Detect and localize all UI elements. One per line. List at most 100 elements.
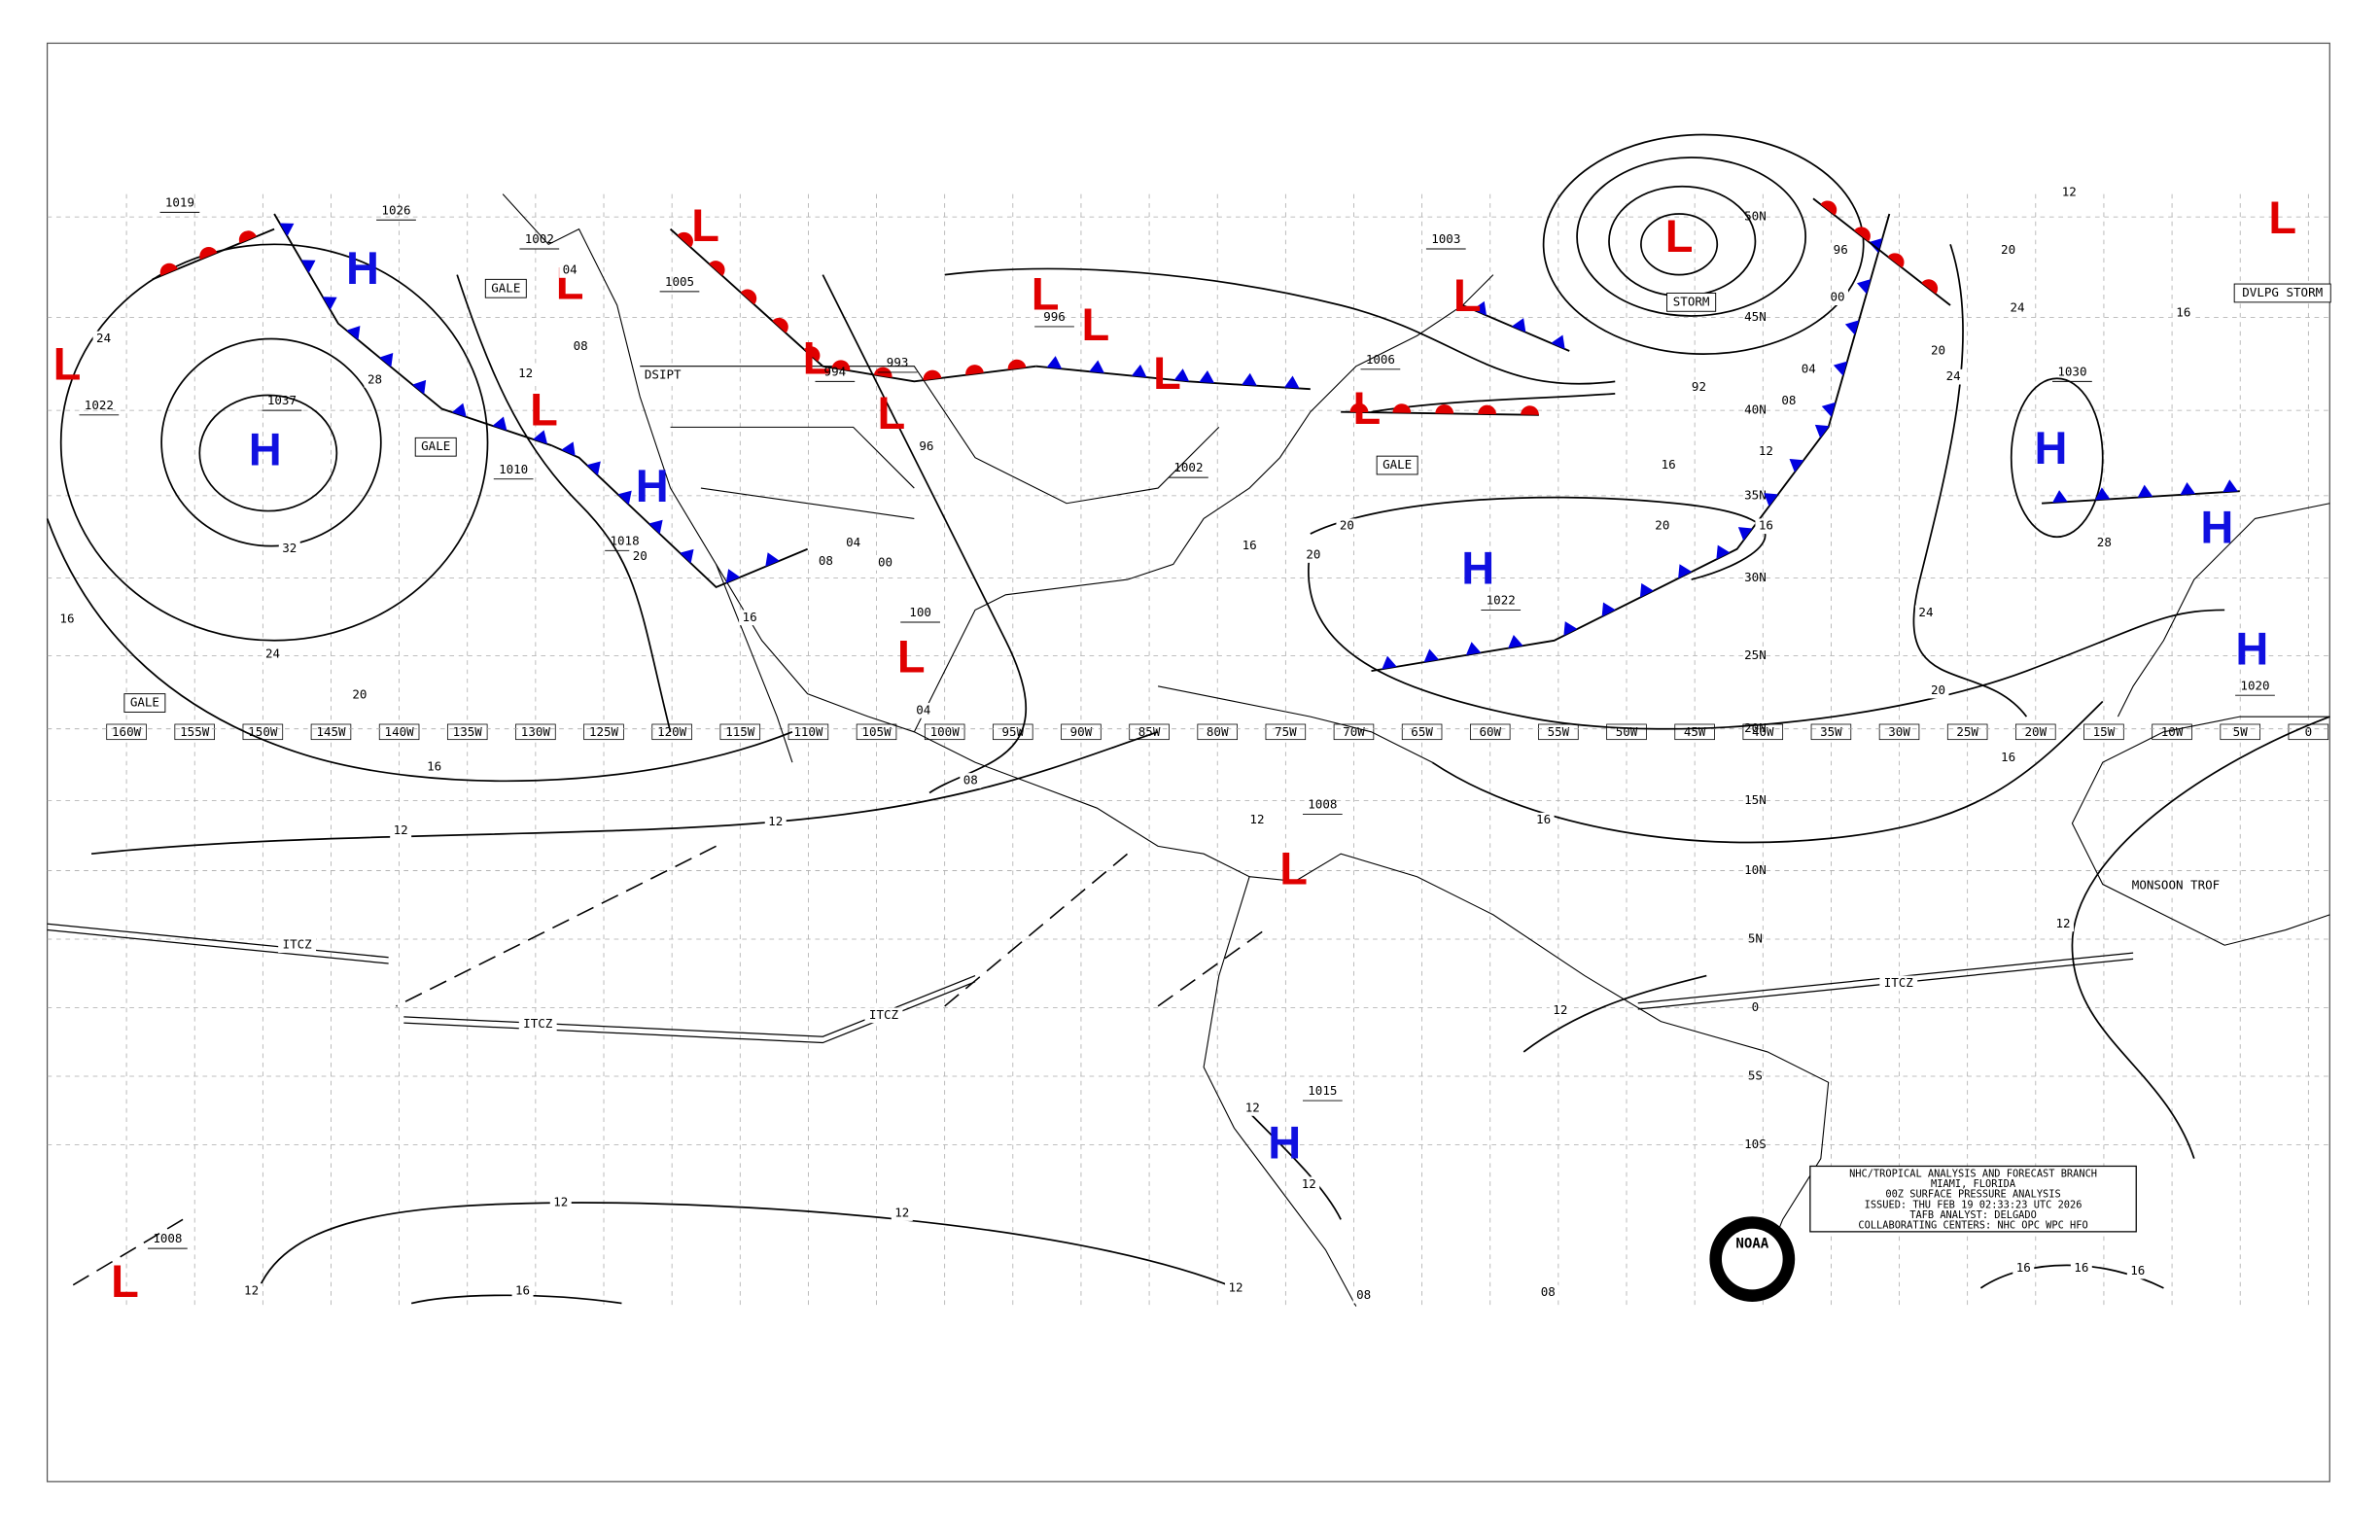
lon-label-box — [1946, 723, 1988, 741]
isobar-label: 12 — [394, 822, 408, 837]
pressure-center: L — [877, 387, 905, 438]
cold-front-barb — [1511, 318, 1526, 332]
trough — [72, 1218, 184, 1286]
isobar-label: 08 — [1356, 1287, 1371, 1302]
isobar-label-bg — [1242, 1101, 1264, 1116]
coastlines — [502, 193, 2330, 1307]
isobar-label-bg — [2012, 1260, 2035, 1277]
lon-label: 115W — [725, 724, 755, 739]
lon-label: 125W — [589, 724, 619, 739]
isobar-label: 12 — [768, 814, 783, 828]
pressure-value: 993 — [887, 355, 909, 369]
isobar-label: 92 — [1692, 379, 1706, 394]
coastline — [502, 193, 1830, 1296]
lon-label-box — [856, 723, 897, 741]
pressure-value: 1019 — [165, 194, 194, 209]
coastline — [2117, 503, 2330, 718]
frame — [46, 42, 2330, 1483]
front — [1462, 304, 1570, 352]
warm-front-barb — [1887, 253, 1905, 268]
isobar-label-bg — [739, 610, 761, 626]
isobar — [90, 731, 1159, 856]
feature-label: DSIPT — [645, 368, 682, 382]
pressure-center: L — [691, 199, 719, 251]
cold-front-barb — [451, 402, 467, 417]
cold-front-barb — [725, 569, 741, 583]
isobar-label: 16 — [59, 611, 74, 625]
isobar-label-bg — [1302, 547, 1324, 563]
feature-label-bg — [1879, 975, 1918, 992]
pressure-value: 1037 — [267, 393, 297, 407]
isobar-label: 08 — [1541, 1284, 1556, 1299]
lon-label-box — [1265, 723, 1307, 741]
pressure-value: 1022 — [85, 398, 114, 412]
isobar-label: 12 — [1245, 1100, 1260, 1114]
trough — [944, 853, 1129, 1007]
lon-label-box — [1469, 723, 1511, 741]
feature-label-bg — [518, 1016, 557, 1032]
info-line: MIAMI, FLORIDA — [1931, 1178, 2016, 1190]
isobar-label: 32 — [282, 541, 297, 555]
isobar-label-bg — [2093, 535, 2116, 551]
isobar — [198, 394, 338, 512]
isobar-label: 24 — [1946, 368, 1961, 383]
pressure-center: H — [2200, 501, 2233, 552]
pressure-value: 100 — [909, 605, 931, 619]
lat-label: 25N — [1744, 648, 1767, 662]
info-line: 00Z SURFACE PRESSURE ANALYSIS — [1885, 1189, 2060, 1201]
lon-label: 120W — [657, 724, 687, 739]
warm-front-barb — [238, 230, 257, 244]
feature-label-box — [123, 693, 166, 713]
lon-label: 15W — [2093, 724, 2116, 739]
lat-label: 35N — [1744, 487, 1767, 502]
pressure-center: H — [346, 242, 379, 294]
lon-label-box — [2015, 723, 2056, 741]
pressure-value: 1002 — [525, 231, 554, 246]
noaa-logo-inner — [1721, 1228, 1783, 1290]
cold-front-barb — [1131, 364, 1147, 378]
isobar-label-bg — [2058, 185, 2081, 200]
isobar-label-bg — [2007, 300, 2028, 316]
lon-label: 110W — [793, 724, 823, 739]
coastline — [913, 274, 1494, 733]
lat-label: 30N — [1744, 570, 1767, 584]
isobar-label: 20 — [1931, 343, 1945, 358]
isobar-label: 12 — [1249, 812, 1264, 826]
isobar-label: 04 — [1802, 361, 1816, 375]
isobar — [410, 1294, 622, 1305]
feature-label: ITCZ — [283, 937, 313, 952]
cold-front-barb — [1833, 361, 1848, 376]
lon-label: 0 — [2305, 724, 2313, 739]
isobar-label-bg — [1755, 518, 1777, 535]
isobar-label-bg — [348, 687, 370, 704]
isobar — [822, 274, 1028, 794]
warm-front-barb — [831, 360, 851, 371]
isobar-label-bg — [364, 371, 386, 388]
isobar — [1310, 496, 1767, 580]
cold-front-barb — [1563, 621, 1578, 636]
warm-front-barb — [923, 369, 942, 381]
cold-front-barb — [346, 326, 361, 340]
warm-front-barb — [740, 289, 757, 305]
isobar-label-bg — [2070, 1260, 2092, 1277]
isobar-label: 16 — [2074, 1260, 2088, 1275]
troughs — [72, 845, 1266, 1286]
cold-front-barb — [1789, 458, 1804, 472]
cold-front-barb — [1382, 655, 1397, 670]
isobar-label-bg — [55, 612, 78, 627]
isobar-label: 00 — [878, 554, 892, 569]
pressure-center: H — [1461, 542, 1494, 594]
warm-front-barb — [1921, 279, 1939, 295]
isobar-label: 12 — [244, 1282, 259, 1297]
isobar-label-bg — [960, 773, 982, 788]
isobar-label: 12 — [894, 1206, 909, 1220]
isobar-label-bg — [1997, 242, 2019, 259]
isobar — [1248, 1112, 1342, 1220]
logo-text: NOAA — [1735, 1236, 1768, 1251]
isobar-label-bg — [1997, 750, 2019, 766]
feature-label: ITCZ — [869, 1007, 899, 1022]
fronts — [152, 197, 2240, 673]
isobar-label: 12 — [1302, 1176, 1316, 1191]
trough — [396, 845, 717, 1007]
